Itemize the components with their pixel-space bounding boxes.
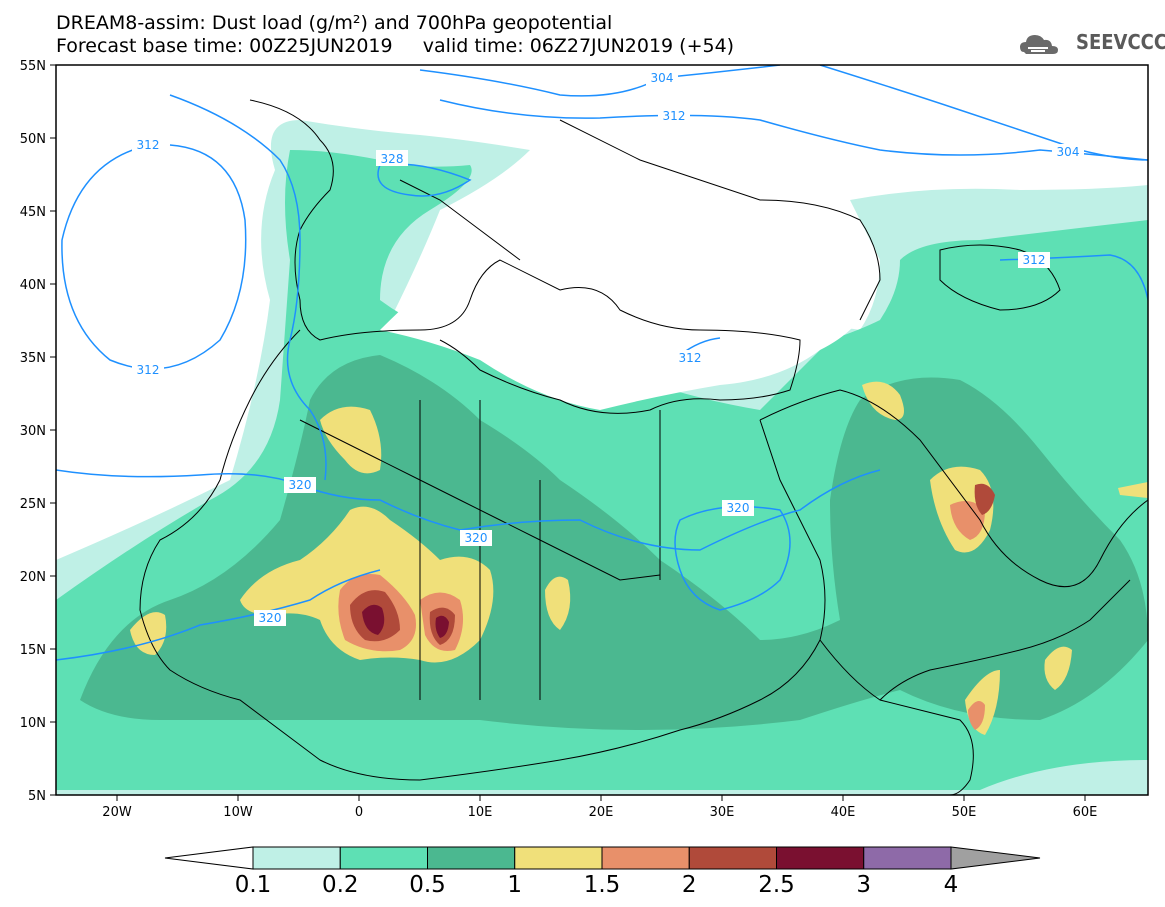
colorbar-label: 1 (507, 872, 522, 898)
contour-label: 328 (381, 152, 404, 166)
lon-label: 50E (952, 805, 977, 820)
colorbar-segment (863, 846, 952, 870)
contour-label: 312 (1023, 253, 1046, 267)
contour-320-south (56, 569, 381, 661)
dust-fields (56, 65, 1148, 795)
contour-label: 320 (465, 531, 488, 545)
colorbar-labels: 0.1 0.2 0.5 1 1.5 2 2.5 3 4 (235, 872, 959, 898)
colorbar-label: 3 (856, 872, 871, 898)
lat-label: 5N (28, 789, 46, 804)
lon-label: 0 (355, 805, 363, 820)
contour-label: 320 (259, 611, 282, 625)
colorbar-label: 2.5 (758, 872, 795, 898)
lat-label: 20N (20, 570, 46, 585)
contour-label: 312 (679, 351, 702, 365)
geopotential-contours (56, 65, 1148, 661)
lon-label: 20E (589, 805, 614, 820)
contour-label: 312 (137, 363, 160, 377)
lon-label: 40E (831, 805, 856, 820)
colorbar-label: 1.5 (584, 872, 621, 898)
cloud-logo-icon (1020, 35, 1058, 54)
contour-label: 304 (1057, 145, 1080, 159)
lat-label: 45N (20, 205, 46, 220)
colorbar-segment (776, 846, 865, 870)
colorbar-label: 0.1 (235, 872, 272, 898)
contour-312-north (169, 94, 327, 481)
colorbar-segment (252, 846, 341, 870)
contour-labels: 312 312 328 304 312 304 312 312 320 320 … (132, 70, 1084, 626)
colorbar-label: 0.5 (409, 872, 446, 898)
lat-label: 30N (20, 424, 46, 439)
lat-label: 25N (20, 497, 46, 512)
contour-label: 312 (663, 109, 686, 123)
contour-312-top (439, 99, 1148, 161)
lat-label: 15N (20, 643, 46, 658)
colorbar-label: 2 (682, 872, 697, 898)
colorbar-segment (339, 846, 428, 870)
colorbar-segment (514, 846, 603, 870)
colorbar-label: 0.2 (322, 872, 359, 898)
colorbar-segment (688, 846, 777, 870)
contour-304-top (419, 65, 781, 97)
logo-text: SEEVCCC (1076, 30, 1165, 54)
contour-304-right (819, 65, 1148, 161)
lat-label: 10N (20, 716, 46, 731)
coastlines (139, 99, 1148, 795)
map-title: DREAM8-assim: Dust load (g/m²) and 700hP… (56, 12, 613, 34)
colorbar-under-triangle (164, 846, 254, 870)
contour-328 (377, 163, 472, 197)
lon-label: 10W (223, 805, 253, 820)
colorbar-segment (427, 846, 516, 870)
latitude-axis: 55N 50N 45N 40N 35N 30N 25N 20N 15N 10N … (20, 59, 56, 804)
colorbar-segments (252, 846, 952, 870)
lat-label: 40N (20, 278, 46, 293)
colorbar: 0.1 0.2 0.5 1 1.5 2 2.5 3 4 (164, 846, 1041, 898)
lat-label: 50N (20, 132, 46, 147)
forecast-times: Forecast base time: 00Z25JUN2019 valid t… (56, 35, 735, 57)
contour-label: 320 (289, 478, 312, 492)
lat-label: 55N (20, 59, 46, 74)
contour-label: 312 (137, 138, 160, 152)
lat-label: 35N (20, 351, 46, 366)
colorbar-label: 4 (944, 872, 959, 898)
lon-label: 30E (710, 805, 735, 820)
lon-label: 20W (102, 805, 132, 820)
longitude-axis: 20W 10W 0 10E 20E 30E 40E 50E 60E (102, 795, 1097, 820)
contour-label: 304 (651, 71, 674, 85)
lon-label: 10E (468, 805, 493, 820)
colorbar-over-triangle (950, 846, 1041, 870)
mediterranean-clear (380, 230, 870, 410)
colorbar-segment (601, 846, 690, 870)
dust-level-2.5 (362, 604, 385, 635)
lon-label: 60E (1073, 805, 1098, 820)
contour-label: 320 (727, 501, 750, 515)
